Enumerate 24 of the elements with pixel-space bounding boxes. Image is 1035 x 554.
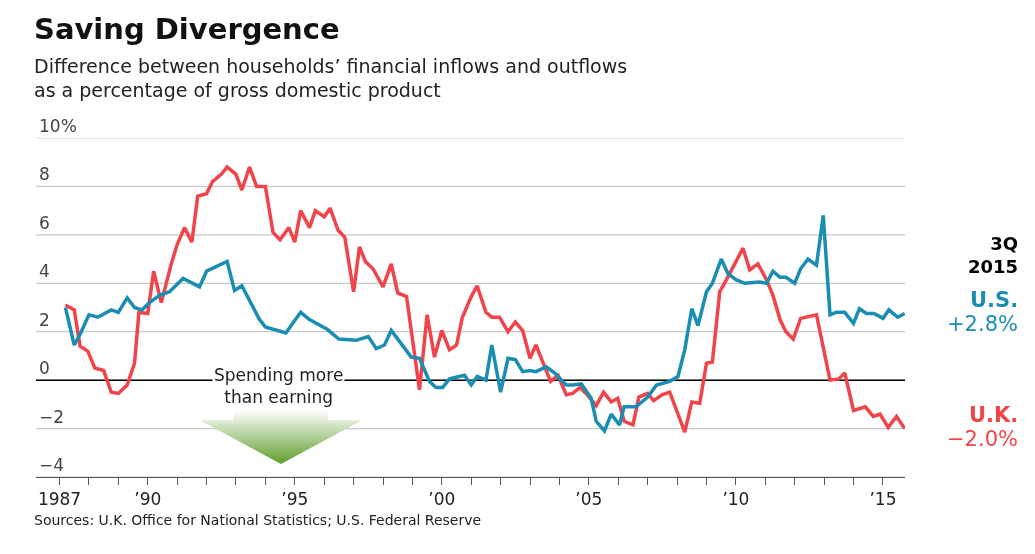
y-tick-label: 4 [39, 261, 50, 282]
x-tick-label: ’15 [869, 489, 897, 510]
y-tick-label: −2 [39, 406, 65, 427]
x-tick-label: ’95 [281, 489, 309, 510]
annotation: Spending more than earning [214, 365, 344, 408]
source-note: Sources: U.K. Office for National Statistics; U.S. Federal Reserve [34, 512, 482, 528]
text: U.K. [969, 403, 1019, 427]
text: U.S. [970, 288, 1019, 312]
y-tick-label: 10% [39, 116, 77, 137]
y-tick-label: 2 [39, 309, 50, 330]
x-tick-label: 1987 [37, 489, 82, 510]
x-tick-label: ’05 [575, 489, 603, 510]
text: 3Q 2015 [968, 233, 1019, 278]
chart-title: Saving Divergence [34, 12, 340, 46]
y-tick-label: −4 [39, 455, 65, 476]
chart-subtitle: Difference between households’ financial inflows and outflows as a percentage of gross domestic product [34, 54, 628, 102]
y-tick-label: 6 [39, 212, 50, 233]
x-tick-label: ’90 [134, 489, 162, 510]
annotation: +2.8% [947, 312, 1018, 336]
y-tick-label: 0 [39, 358, 50, 379]
x-tick-label: ’00 [428, 489, 456, 510]
y-tick-label: 8 [39, 164, 50, 185]
x-tick-label: ’10 [722, 489, 750, 510]
annotation: −2.0% [947, 427, 1018, 451]
